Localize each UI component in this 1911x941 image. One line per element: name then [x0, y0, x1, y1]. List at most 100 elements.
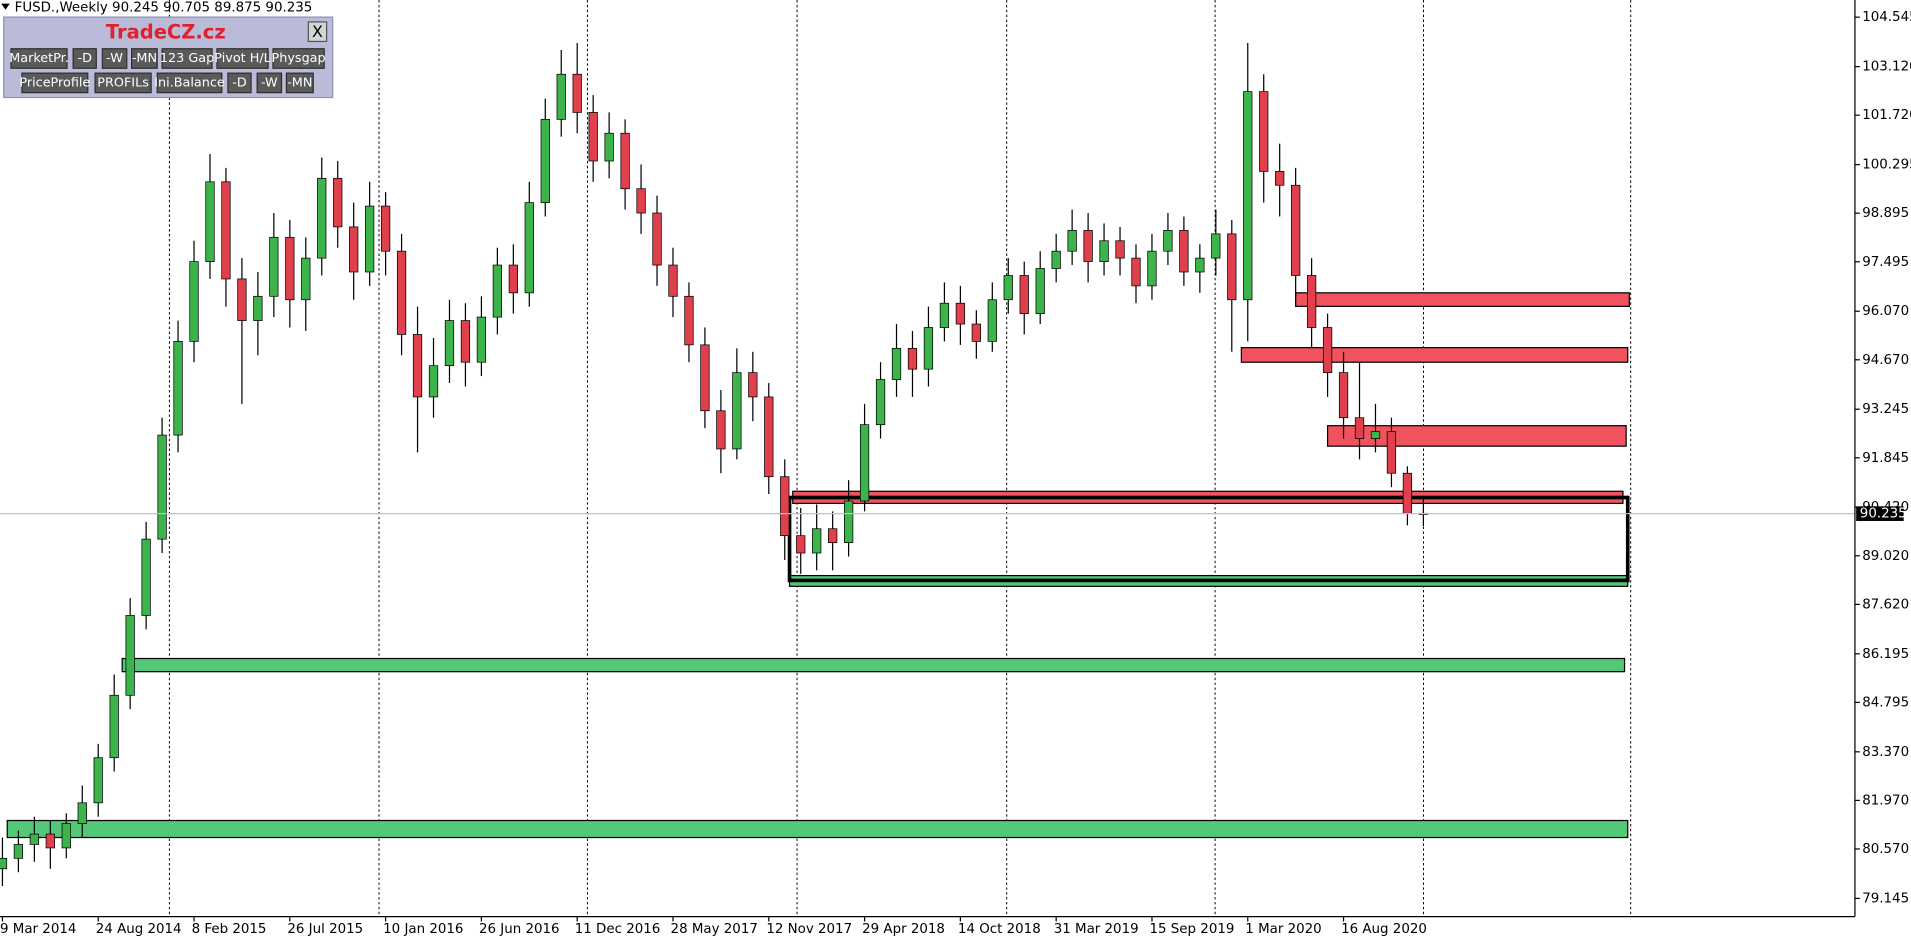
candle-body [796, 535, 806, 554]
candle-body [843, 500, 854, 543]
candle-body [93, 757, 103, 804]
x-tick-label: 16 Aug 2020 [1341, 922, 1427, 937]
y-tick-label: 100.295 [1862, 158, 1911, 173]
candle-body [700, 344, 710, 412]
x-tick-label: 26 Jul 2015 [287, 922, 363, 937]
x-tick-label: 31 Mar 2019 [1054, 922, 1139, 937]
button-face[interactable] [21, 72, 89, 94]
y-tick-label: 104.545 [1862, 10, 1911, 25]
button-face[interactable] [216, 48, 269, 69]
toolbar-button[interactable]: -MN [131, 48, 158, 69]
separators [168, 0, 1632, 917]
candle-body [1099, 240, 1109, 262]
candle-body [1322, 327, 1333, 373]
toolbar-button[interactable]: Ini.Balance [154, 72, 225, 94]
button-label[interactable]: Pivot H/L [214, 51, 271, 66]
candle-body [1291, 184, 1301, 276]
button-label[interactable]: Physgap [272, 51, 326, 66]
range-box [787, 495, 1630, 583]
candle-body [1386, 431, 1397, 474]
button-face[interactable] [272, 48, 325, 69]
button-label[interactable]: -W [261, 75, 278, 90]
close-box[interactable] [307, 21, 328, 43]
candle-body [317, 177, 327, 259]
toolbar-button[interactable]: Pivot H/L [214, 48, 272, 69]
candle-body [1163, 230, 1173, 252]
candle-body [237, 278, 247, 321]
candle-body [652, 212, 662, 266]
candle-body [492, 264, 503, 318]
button-label[interactable]: MarketPr. [9, 51, 69, 66]
button-label[interactable]: -MN [132, 51, 157, 66]
candle-body [0, 857, 8, 870]
button-face[interactable] [72, 48, 97, 69]
toolbar-button[interactable]: -W [256, 72, 283, 94]
y-tick-label: 97.495 [1862, 255, 1909, 270]
button-label[interactable]: PriceProfile [19, 75, 90, 90]
candle-body [764, 396, 774, 478]
candle-body [939, 302, 950, 328]
candle-body [13, 844, 24, 859]
candle-body [221, 181, 231, 280]
toolbar-button[interactable]: -D [227, 72, 252, 94]
candle-body [636, 188, 646, 214]
button-label[interactable]: Ini.Balance [154, 75, 225, 90]
button-face[interactable] [10, 48, 68, 69]
candle-body [189, 261, 199, 342]
candle-body [716, 410, 726, 450]
candle-body [604, 132, 614, 162]
zone [1240, 347, 1629, 363]
button-face[interactable] [94, 72, 152, 94]
candle-body [61, 823, 71, 849]
button-face[interactable] [227, 72, 252, 94]
x-tick-label: 10 Jan 2016 [383, 922, 463, 937]
y-tick-label: 94.670 [1862, 353, 1909, 368]
candle-body [285, 236, 295, 301]
brand: TradeCZ.cz [106, 20, 226, 43]
toolbar-button[interactable]: PROFILs [94, 72, 152, 94]
toolbar-button[interactable]: MarketPr. [9, 48, 69, 69]
button-label[interactable]: PROFILs [97, 75, 149, 90]
y-tick-label: 83.370 [1862, 745, 1909, 760]
button-label[interactable]: -D [77, 51, 92, 66]
candle-body [1179, 230, 1189, 273]
candle-body [620, 132, 630, 190]
y-tick-label: 87.620 [1862, 597, 1909, 612]
y-tick-label: 96.070 [1862, 304, 1909, 319]
candle-body [45, 833, 55, 849]
candle-body [923, 327, 934, 370]
toolbar-button[interactable]: PriceProfile [19, 72, 90, 94]
button-face[interactable] [156, 72, 223, 94]
toolbar-button[interactable]: -D [72, 48, 97, 69]
y-tick-label: 84.795 [1862, 695, 1909, 710]
button-label[interactable]: -W [106, 51, 123, 66]
button-face[interactable] [161, 48, 213, 69]
x-tick-label: 29 Apr 2018 [862, 922, 945, 937]
menu-triangle[interactable] [1, 3, 10, 10]
candle-body [684, 295, 694, 346]
button-face[interactable] [256, 72, 283, 94]
toolbar-button[interactable]: 123 Gap [160, 48, 214, 69]
close-label[interactable]: X [312, 22, 323, 41]
candle-body [1003, 275, 1013, 301]
candle-body [1019, 275, 1029, 315]
x-tick-label: 14 Oct 2018 [958, 922, 1041, 937]
toolbar-button[interactable]: -W [101, 48, 128, 69]
candle-body [380, 205, 391, 252]
button-label[interactable]: -MN [287, 75, 312, 90]
candle-body [1370, 431, 1381, 439]
button-label[interactable]: 123 Gap [160, 51, 214, 66]
symbol: FUSD.,Weekly [15, 0, 108, 15]
candle-body [1131, 257, 1141, 287]
candle-body [205, 181, 215, 262]
button-face[interactable] [285, 72, 314, 94]
button-face[interactable] [101, 48, 128, 69]
close-button[interactable]: X [307, 21, 328, 43]
toolbar-button[interactable]: Physgap [272, 48, 326, 69]
toolbar-button[interactable]: -MN [285, 72, 314, 94]
button-face[interactable] [131, 48, 158, 69]
candles [0, 43, 1855, 887]
y-tick-label: 86.195 [1862, 647, 1909, 662]
button-label[interactable]: -D [232, 75, 247, 90]
